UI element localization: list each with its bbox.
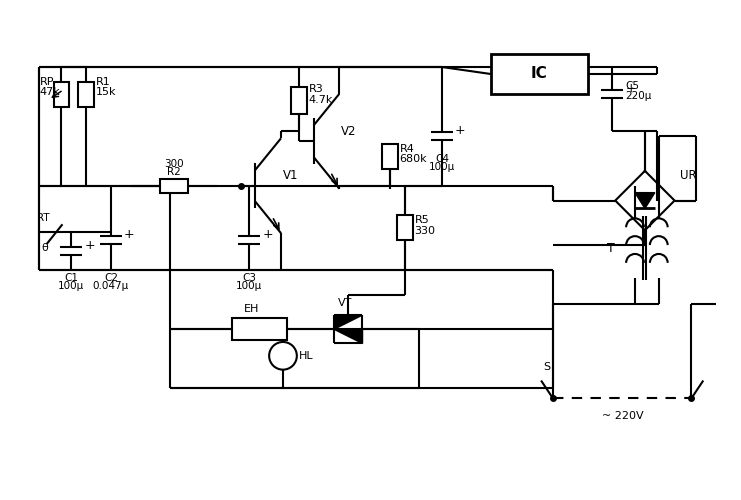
Text: R5: R5 [414,216,429,226]
Text: θ: θ [41,243,48,253]
Text: 330: 330 [414,226,436,236]
Text: RP: RP [40,77,54,87]
Polygon shape [635,192,655,208]
Text: EH: EH [244,304,259,314]
Polygon shape [334,329,362,343]
Text: HL: HL [299,351,313,361]
Text: 0.047µ: 0.047µ [93,280,129,290]
Bar [53,82,70,106]
Text: C5: C5 [625,81,639,91]
Text: T: T [608,242,615,254]
Text: 47k: 47k [40,87,61,97]
Text: 680k: 680k [399,154,428,164]
Text: IC: IC [531,66,548,82]
Text: C3: C3 [242,272,256,282]
Bar [160,179,187,192]
Bar [79,82,94,106]
Text: VT: VT [339,298,353,308]
Text: +: + [124,228,134,240]
Bar [291,87,307,114]
Text: 4.7k: 4.7k [309,94,333,104]
Circle shape [269,342,297,369]
Text: C2: C2 [104,272,118,282]
Text: 220µ: 220µ [625,90,651,101]
Bar [231,318,287,340]
Text: R1: R1 [96,77,111,87]
Text: RT: RT [37,214,50,224]
Bar [491,54,588,94]
Text: R2: R2 [167,167,181,177]
Text: UR: UR [679,170,696,182]
Text: +: + [455,124,465,137]
Text: R3: R3 [309,84,323,94]
Text: ~ 220V: ~ 220V [602,411,644,421]
Text: C4: C4 [435,154,449,164]
Text: S: S [543,362,550,372]
Text: C1: C1 [64,272,79,282]
Text: 15k: 15k [96,87,116,97]
Text: 300: 300 [164,159,184,169]
Text: 100µ: 100µ [236,280,262,290]
Text: V1: V1 [283,170,299,182]
Text: 100µ: 100µ [59,280,84,290]
Bar [382,144,398,169]
Text: V2: V2 [342,125,357,138]
Polygon shape [334,316,362,329]
Text: +: + [625,82,636,95]
Text: R4: R4 [399,144,414,154]
Text: 100µ: 100µ [429,162,455,172]
Text: +: + [84,238,95,252]
Bar [396,216,413,240]
Text: +: + [262,228,273,240]
